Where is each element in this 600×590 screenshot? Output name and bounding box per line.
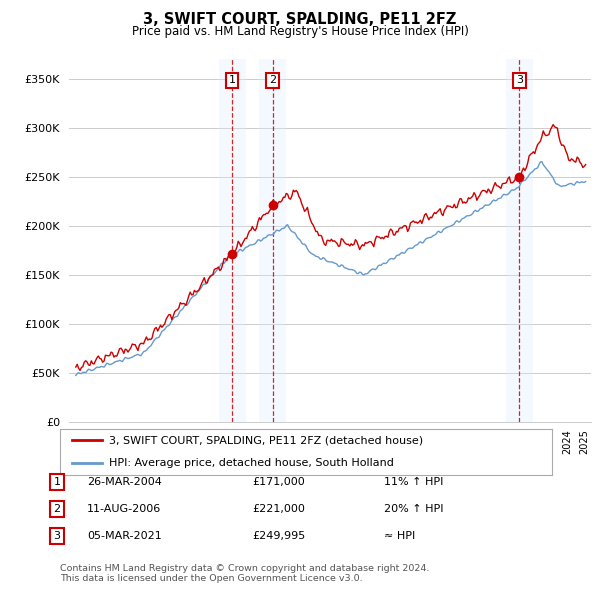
Text: 26-MAR-2004: 26-MAR-2004 bbox=[87, 477, 162, 487]
Text: 3: 3 bbox=[516, 76, 523, 86]
Text: Price paid vs. HM Land Registry's House Price Index (HPI): Price paid vs. HM Land Registry's House … bbox=[131, 25, 469, 38]
Text: £171,000: £171,000 bbox=[252, 477, 305, 487]
Bar bbox=[259, 59, 286, 422]
Text: 3, SWIFT COURT, SPALDING, PE11 2FZ: 3, SWIFT COURT, SPALDING, PE11 2FZ bbox=[143, 12, 457, 27]
Text: 1: 1 bbox=[229, 76, 236, 86]
Text: 11% ↑ HPI: 11% ↑ HPI bbox=[384, 477, 443, 487]
Text: 3, SWIFT COURT, SPALDING, PE11 2FZ (detached house): 3, SWIFT COURT, SPALDING, PE11 2FZ (deta… bbox=[109, 435, 424, 445]
Text: £221,000: £221,000 bbox=[252, 504, 305, 514]
Text: 3: 3 bbox=[53, 532, 61, 541]
Text: £249,995: £249,995 bbox=[252, 532, 305, 541]
Text: 2: 2 bbox=[269, 76, 276, 86]
Bar bbox=[218, 59, 246, 422]
Bar bbox=[506, 59, 533, 422]
Text: Contains HM Land Registry data © Crown copyright and database right 2024.
This d: Contains HM Land Registry data © Crown c… bbox=[60, 563, 430, 583]
Text: 2: 2 bbox=[53, 504, 61, 514]
Text: 1: 1 bbox=[53, 477, 61, 487]
Text: 05-MAR-2021: 05-MAR-2021 bbox=[87, 532, 162, 541]
Text: 11-AUG-2006: 11-AUG-2006 bbox=[87, 504, 161, 514]
Text: HPI: Average price, detached house, South Holland: HPI: Average price, detached house, Sout… bbox=[109, 458, 394, 468]
Text: 20% ↑ HPI: 20% ↑ HPI bbox=[384, 504, 443, 514]
Text: ≈ HPI: ≈ HPI bbox=[384, 532, 415, 541]
